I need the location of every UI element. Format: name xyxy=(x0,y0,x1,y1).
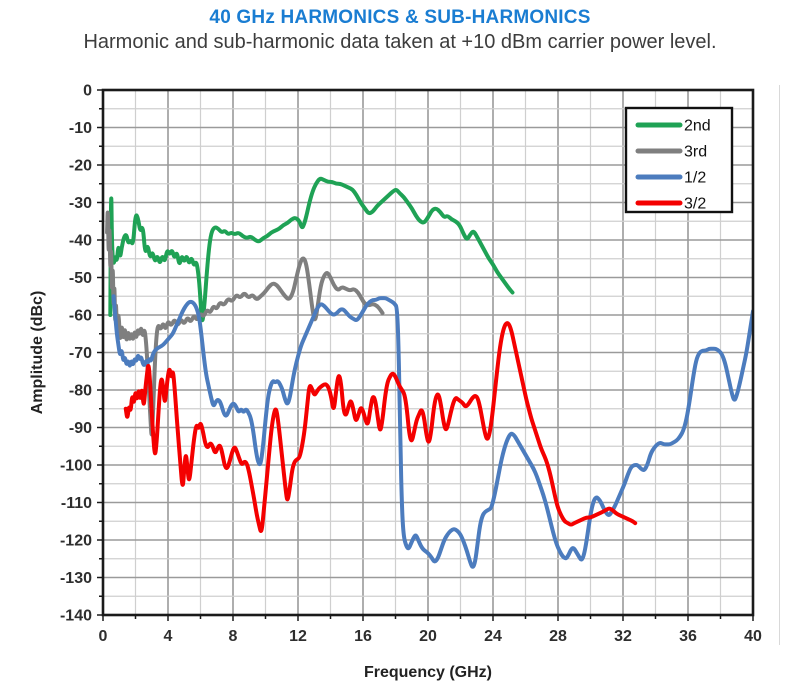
x-tick-label: 24 xyxy=(484,628,502,645)
y-tick-label: -50 xyxy=(69,270,92,287)
y-tick-label: -120 xyxy=(60,533,92,550)
y-tick-label: -130 xyxy=(60,570,92,587)
y-axis-title: Amplitude (dBc) xyxy=(29,291,46,415)
y-tick-label: 0 xyxy=(83,83,92,100)
x-tick-label: 28 xyxy=(549,628,567,645)
y-tick-label: -40 xyxy=(69,233,92,250)
x-tick-label: 16 xyxy=(354,628,372,645)
series-line-1-2 xyxy=(111,294,754,569)
x-tick-label: 36 xyxy=(679,628,697,645)
y-tick-label: -90 xyxy=(69,420,92,437)
y-tick-label: -20 xyxy=(69,158,92,175)
x-tick-label: 0 xyxy=(99,628,108,645)
y-tick-label: -70 xyxy=(69,345,92,362)
y-tick-label: -80 xyxy=(69,383,92,400)
page-title: 40 GHz HARMONICS & SUB-HARMONICS xyxy=(209,7,591,28)
series-line-3-2 xyxy=(123,321,638,533)
legend-label-3-2: 3/2 xyxy=(684,196,706,213)
y-tick-label: -60 xyxy=(69,308,92,325)
page-subtitle: Harmonic and sub-harmonic data taken at … xyxy=(83,31,717,53)
chart-canvas: 0 4 8 12 16 20 24 28 32 36 40 0 -10 -20 -30 -40 -50 -60 -7… xyxy=(29,83,762,682)
x-tick-label: 32 xyxy=(614,628,632,645)
x-tick-label: 8 xyxy=(229,628,238,645)
page-edge-divider xyxy=(779,85,780,645)
legend-label-2nd: 2nd xyxy=(684,118,711,135)
y-tick-label: -10 xyxy=(69,120,92,137)
legend-label-3rd: 3rd xyxy=(684,144,707,161)
y-tick-label: -30 xyxy=(69,195,92,212)
x-axis-title: Frequency (GHz) xyxy=(364,664,492,681)
figure-header: 40 GHz HARMONICS & SUB-HARMONICS Harmoni… xyxy=(0,7,800,54)
y-tick-label: -140 xyxy=(60,608,92,625)
y-tick-label: -100 xyxy=(60,458,92,475)
series-line-2nd xyxy=(108,176,515,323)
y-tick-label: -110 xyxy=(61,495,92,512)
x-tick-label: 40 xyxy=(744,628,762,645)
harmonics-chart: 0 4 8 12 16 20 24 28 32 36 40 0 -10 -20 -30 -40 -50 -60 -7… xyxy=(0,70,800,687)
series-line-3rd xyxy=(105,210,385,437)
x-tick-label: 12 xyxy=(289,628,307,645)
legend-label-1-2: 1/2 xyxy=(684,170,706,187)
x-tick-label: 20 xyxy=(419,628,437,645)
x-tick-label: 4 xyxy=(164,628,173,645)
